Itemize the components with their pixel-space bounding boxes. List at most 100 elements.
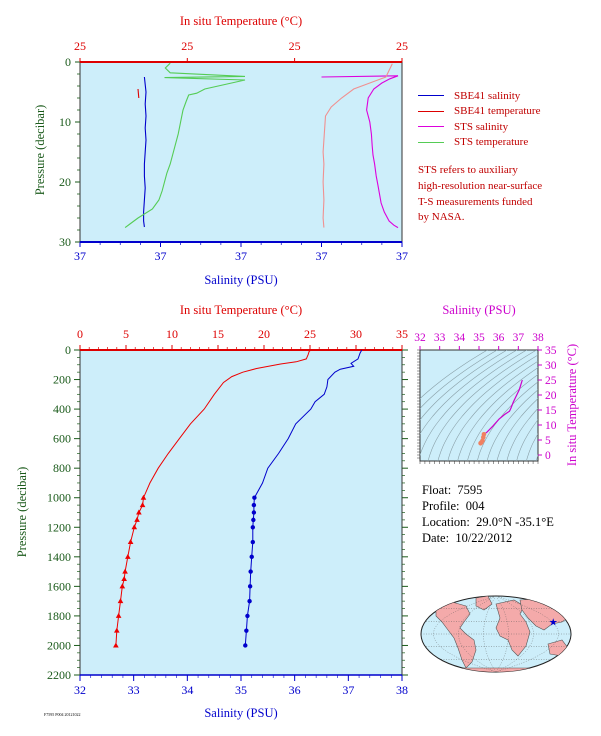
top-tick-label: 25 [289,39,301,53]
bottom-tick-label: 37 [74,249,86,263]
temperature-point [117,598,124,604]
top-tick-label: 15 [212,327,224,341]
info-profile-value: 004 [465,499,485,513]
legend-item-sts-temperature: STS temperature [418,135,540,151]
panel2-title-top: In situ Temperature (°C) [180,303,302,317]
temperature-point [127,539,134,545]
temperature-point [134,516,140,522]
temperature-point [139,502,146,508]
note-line: by NASA. [418,211,465,224]
top-tick-label: 35 [396,327,408,341]
panel-ts-diagram: 32 33 34 35 36 37 38 0 5 10 15 20 25 30 35 Salinity (P… [414,303,601,466]
top-tick-label: 30 [350,327,362,341]
y-tick-label: 1600 [47,579,71,593]
y-tick-label: 2200 [47,668,71,682]
y-tick-label: 30 [59,235,71,249]
ts-top-tick-label: 38 [532,332,544,344]
top-tick-label: 0 [77,327,83,341]
legend-label: SBE41 temperature [454,105,541,118]
density-contour [427,350,537,461]
density-contour [477,381,538,461]
panel-full-profile: 0200400600800100012001400160018002000220… [15,303,408,720]
top-tick-label: 10 [166,327,178,341]
salinity-point [249,554,254,560]
legend-item-sbe41-salinity: SBE41 salinity [418,88,540,104]
temperature-point [114,627,120,633]
y-tick-label: 2000 [47,638,71,652]
panel3-ticks: 32 33 34 35 36 37 38 0 5 10 15 20 25 30 35 [414,332,557,464]
temperature-point [121,575,127,581]
ts-top-tick-label: 37 [513,332,525,344]
top-tick-label: 25 [396,39,408,53]
density-contour [526,433,538,461]
ts-top-tick-label: 33 [434,332,446,344]
bottom-tick-label: 37 [235,249,247,263]
info-date: Date: 10/22/2012 [422,530,554,546]
series-line-sts-temperature [124,62,246,229]
ts-right-tick-label: 0 [545,450,551,462]
salinity-point [243,643,248,648]
panel1-xlabel-bottom: Salinity (PSU) [204,273,277,287]
top-tick-label: 25 [74,39,86,53]
salinity-point [245,613,250,619]
map-land-antarctica [429,667,563,672]
salinity-point [247,584,253,589]
ts-deep-point [481,432,487,437]
info-float: Float: 7595 [422,482,554,498]
y-tick-label: 600 [53,432,71,446]
legend-item-sts-salinity: STS salinity [418,119,540,135]
panel3-series [478,379,523,446]
salinity-point [252,495,257,500]
y-tick-label: 800 [53,461,71,475]
info-date-label: Date: [422,531,450,545]
series-line-sts-temperature-salmon- [322,63,393,228]
panel3-title-top: Salinity (PSU) [442,303,515,317]
density-contour [467,374,538,461]
note-line: STS refers to auxiliary [418,164,518,176]
panel1-ylabel: Pressure (decibar) [33,105,47,196]
info-date-value: 10/22/2012 [455,531,513,545]
panel-near-surface: 0 10 20 30 25 25 25 25 37 37 37 37 37 In situ Temper… [33,14,408,287]
ts-right-tick-label: 20 [545,390,557,402]
map-meridian [483,596,497,672]
note-line: T-S measurements funded [418,195,533,208]
ts-right-tick-label: 25 [545,375,557,387]
map-meridian [433,596,497,672]
density-contour [516,419,538,461]
info-location-value: 29.0°N -35.1°E [476,515,554,529]
ts-right-tick-label: 10 [545,420,557,432]
map-meridian [458,596,497,672]
info-float-value: 7595 [457,483,483,497]
panel-locator-map: ★ [420,595,572,673]
y-tick-label: 1200 [47,520,71,534]
panel2-ylabel: Pressure (decibar) [15,467,29,558]
panel1-ticks: 0 10 20 30 25 25 25 25 37 37 37 37 37 [59,39,408,263]
salinity-point [251,517,256,523]
salinity-point [250,539,256,545]
density-contour [420,350,508,421]
legend-swatch [418,141,444,143]
panel1-series [124,62,399,229]
y-tick-label: 0 [65,55,71,69]
density-contour [457,367,538,461]
density-contour [420,350,498,409]
temperature-point [119,583,126,589]
temperature-point [115,612,122,618]
salinity-point [248,569,253,574]
density-contour [576,350,601,461]
y-tick-label: 1400 [47,550,71,564]
density-contour [437,354,538,461]
density-contour [496,398,538,461]
legend-swatch [418,95,444,97]
y-tick-label: 400 [53,402,71,416]
bottom-tick-label: 37 [316,249,328,263]
density-contour [420,350,527,457]
bottom-tick-label: 37 [155,249,167,263]
map-meridian [495,596,509,672]
y-tick-label: 200 [53,373,71,387]
bottom-tick-label: 33 [128,683,140,697]
temperature-point [136,509,142,515]
ts-top-tick-label: 35 [473,332,485,344]
panel1-plot-area [79,61,403,243]
